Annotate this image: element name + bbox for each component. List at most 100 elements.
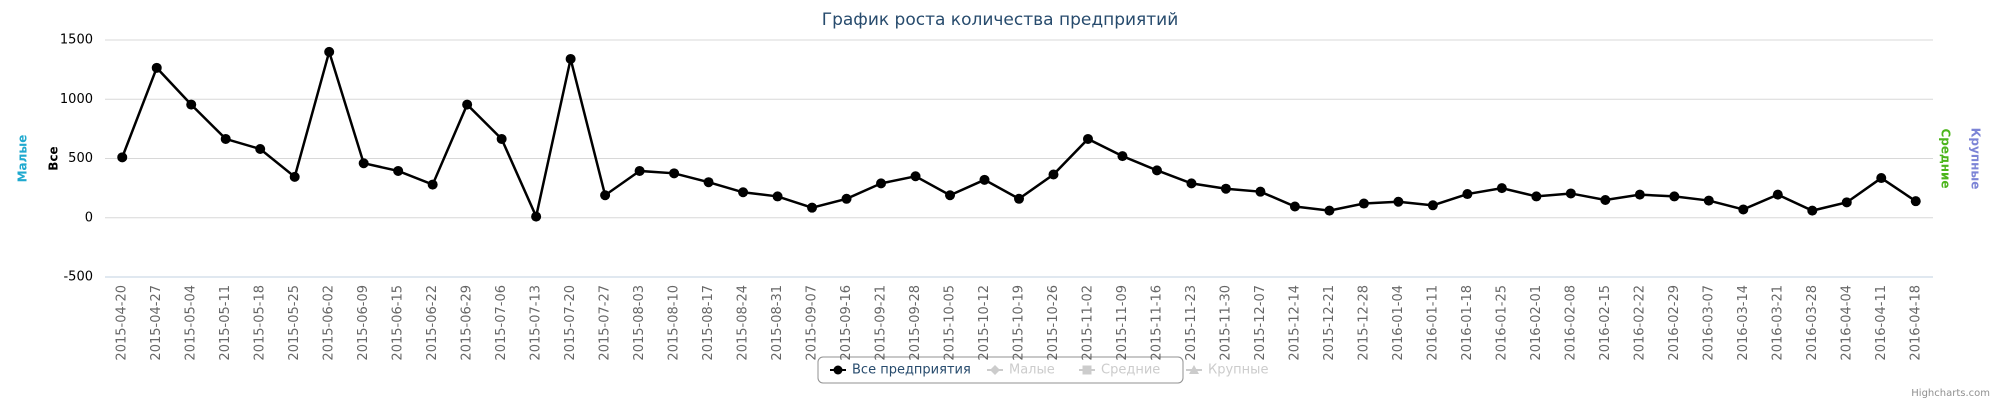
data-point: [565, 53, 576, 64]
y-axis-title: Крупные: [1969, 128, 1983, 190]
x-tick-label: 2016-02-08: [1563, 285, 1578, 361]
data-point: [1358, 198, 1369, 209]
x-tick-label: 2015-09-28: [908, 285, 923, 361]
data-point: [979, 174, 990, 185]
x-tick-label: 2015-08-10: [667, 285, 682, 361]
credits[interactable]: Highcharts.com: [1911, 388, 1990, 399]
data-point: [841, 193, 852, 204]
x-tick-label: 2015-08-24: [736, 285, 751, 361]
legend-item[interactable]: Средние: [1079, 363, 1160, 378]
data-point: [703, 177, 714, 188]
x-tick-label: 2015-06-09: [356, 285, 371, 361]
legend-marker: [1082, 365, 1092, 375]
x-tick-label: 2016-03-07: [1701, 285, 1716, 361]
data-point: [1048, 169, 1059, 180]
data-point: [1876, 173, 1887, 184]
data-point: [393, 165, 404, 176]
x-tick-label: 2015-09-07: [805, 285, 820, 361]
x-tick-label: 2015-08-03: [632, 285, 647, 361]
data-point: [945, 190, 956, 201]
data-point: [807, 202, 818, 213]
x-tick-label: 2015-11-16: [1149, 285, 1164, 361]
data-point: [1600, 194, 1611, 205]
x-tick-label: 2015-07-20: [563, 285, 578, 361]
legend-label: Малые: [1009, 363, 1055, 378]
data-point: [634, 165, 645, 176]
data-point: [531, 211, 542, 222]
x-tick-label: 2015-07-13: [529, 285, 544, 361]
data-point: [1289, 201, 1300, 212]
legend-box: [817, 356, 1184, 384]
x-tick-label: 2016-03-14: [1736, 285, 1751, 361]
data-point: [220, 133, 231, 144]
legend-item[interactable]: Малые: [987, 363, 1055, 378]
x-tick-label: 2015-05-25: [287, 285, 302, 361]
legend-item[interactable]: Все предприятия: [830, 363, 971, 378]
x-tick-label: 2015-12-28: [1356, 285, 1371, 361]
x-tick-label: 2015-06-02: [322, 285, 337, 361]
x-tick-label: 2015-05-04: [184, 285, 199, 361]
x-tick-label: 2015-06-22: [425, 285, 440, 361]
y-axis-title: Все: [47, 146, 61, 170]
x-tick-label: 2016-03-21: [1770, 285, 1785, 361]
data-point: [324, 46, 335, 57]
data-point: [496, 133, 507, 144]
data-point: [186, 99, 197, 110]
x-tick-label: 2015-10-19: [1012, 285, 1027, 361]
data-point: [1496, 183, 1507, 194]
data-point: [910, 171, 921, 182]
data-point: [1565, 188, 1576, 199]
data-point: [462, 99, 473, 110]
x-tick-label: 2016-04-18: [1908, 285, 1923, 361]
data-point: [1186, 178, 1197, 189]
x-tick-label: 2015-11-23: [1184, 285, 1199, 361]
x-tick-label: 2015-04-27: [149, 285, 164, 361]
x-tick-label: 2016-01-25: [1494, 285, 1509, 361]
legend-item[interactable]: Крупные: [1186, 363, 1268, 378]
x-tick-label: 2016-02-01: [1529, 285, 1544, 361]
legend-marker: [990, 365, 1000, 375]
x-tick-label: 2016-02-22: [1632, 285, 1647, 361]
data-point: [1634, 189, 1645, 200]
x-tick-label: 2015-11-09: [1115, 285, 1130, 361]
data-point: [289, 171, 300, 182]
x-tick-label: 2015-09-21: [874, 285, 889, 361]
data-point: [1393, 196, 1404, 207]
x-tick-label: 2015-04-20: [115, 285, 130, 361]
data-point: [1841, 197, 1852, 208]
y-tick-label: 500: [68, 151, 93, 166]
x-tick-label: 2015-10-12: [977, 285, 992, 361]
data-point: [117, 152, 128, 163]
data-point: [1151, 165, 1162, 176]
data-point: [1462, 189, 1473, 200]
data-point: [876, 178, 887, 189]
data-point: [1772, 189, 1783, 200]
x-tick-label: 2015-12-14: [1287, 285, 1302, 361]
series-line: [121, 47, 1917, 221]
data-point: [1807, 205, 1818, 216]
data-point: [1531, 191, 1542, 202]
data-point: [1255, 186, 1266, 197]
x-tick-label: 2016-01-11: [1425, 285, 1440, 361]
x-tick-label: 2015-07-27: [598, 285, 613, 361]
x-tick-label: 2016-02-15: [1598, 285, 1613, 361]
data-point: [1220, 183, 1231, 194]
data-point: [1324, 205, 1335, 216]
x-tick-label: 2015-06-29: [460, 285, 475, 361]
data-point: [1427, 200, 1438, 211]
x-tick-label: 2015-07-06: [494, 285, 509, 361]
legend-marker: [833, 365, 843, 375]
y-tick-label: -500: [63, 270, 93, 285]
y-tick-label: 0: [85, 210, 93, 225]
data-point: [358, 158, 369, 169]
x-tick-label: 2015-12-07: [1253, 285, 1268, 361]
x-tick-label: 2016-01-04: [1391, 285, 1406, 361]
x-tick-label: 2015-08-31: [770, 285, 785, 361]
legend-label: Все предприятия: [852, 363, 971, 378]
x-tick-label: 2015-12-21: [1322, 285, 1337, 361]
legend-label: Средние: [1101, 363, 1160, 378]
x-tick-label: 2015-11-02: [1080, 285, 1095, 361]
x-tick-label: 2015-10-26: [1046, 285, 1061, 361]
data-point: [1117, 151, 1128, 162]
x-tick-label: 2015-05-18: [253, 285, 268, 361]
